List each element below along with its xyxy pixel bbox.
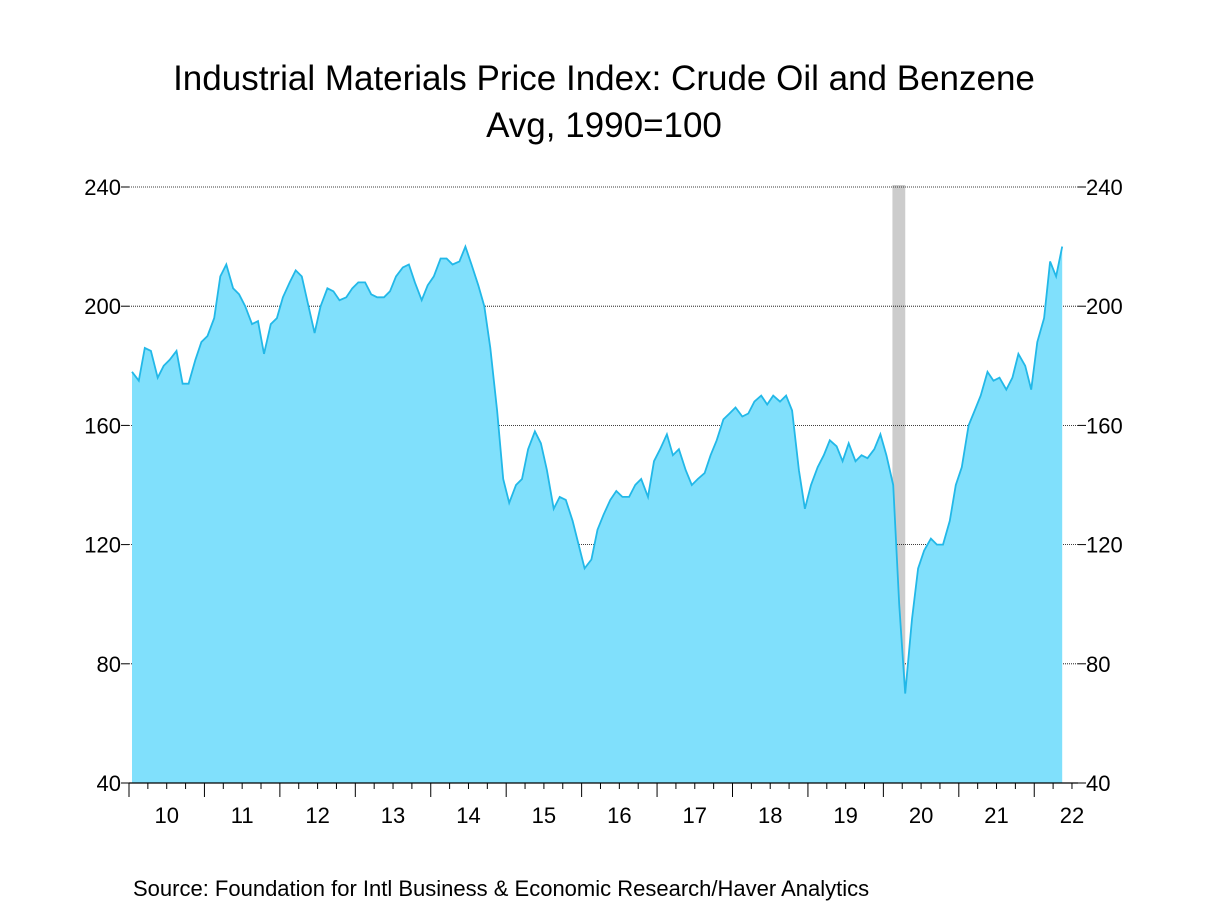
y2-tick-label: 120 [1086, 533, 1123, 558]
y-tick-label: 240 [84, 175, 121, 200]
chart-subtitle: Avg, 1990=100 [486, 106, 722, 145]
y-tick-label: 120 [84, 533, 121, 558]
y-tick-label: 80 [97, 652, 121, 677]
y2-tick-label: 200 [1086, 294, 1123, 319]
x-tick-label: 17 [683, 803, 707, 828]
y2-tick-label: 160 [1086, 413, 1123, 438]
x-tick-label: 19 [833, 803, 857, 828]
x-tick-label: 16 [607, 803, 631, 828]
x-tick-label: 20 [909, 803, 933, 828]
x-tick-label: 11 [231, 803, 254, 828]
x-tick-label: 22 [1060, 803, 1084, 828]
y2-tick-label: 80 [1086, 652, 1110, 677]
x-tick-label: 12 [305, 803, 329, 828]
source-note: Source: Foundation for Intl Business & E… [133, 876, 869, 901]
x-tick-label: 13 [381, 803, 405, 828]
y-tick-label: 200 [84, 294, 121, 319]
y-tick-label: 160 [84, 413, 121, 438]
x-tick-label: 18 [758, 803, 782, 828]
chart-title: Industrial Materials Price Index: Crude … [173, 59, 1035, 98]
x-tick-label: 14 [456, 803, 480, 828]
area-fill [132, 246, 1063, 784]
y2-tick-label: 40 [1086, 771, 1110, 796]
y2-tick-label: 240 [1086, 175, 1123, 200]
area-line [131, 244, 1064, 694]
x-tick-label: 15 [532, 803, 556, 828]
x-tick-label: 21 [984, 803, 1008, 828]
y-tick-label: 40 [97, 771, 121, 796]
x-tick-label: 10 [154, 803, 178, 828]
